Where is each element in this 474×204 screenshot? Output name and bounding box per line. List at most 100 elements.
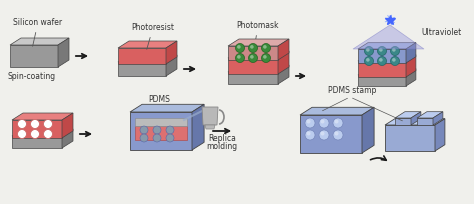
Polygon shape [62,113,73,138]
Circle shape [18,130,27,139]
Text: PDMS stamp: PDMS stamp [328,86,376,95]
Polygon shape [353,25,424,49]
Polygon shape [278,39,289,60]
Polygon shape [202,107,218,125]
Circle shape [18,120,27,129]
Circle shape [379,58,383,62]
Polygon shape [358,69,416,75]
Circle shape [248,53,257,62]
Circle shape [140,126,148,134]
Polygon shape [411,112,421,125]
Polygon shape [417,112,443,118]
Circle shape [262,53,271,62]
Text: PDMS: PDMS [148,95,170,104]
Polygon shape [10,45,58,67]
Polygon shape [228,51,289,58]
Circle shape [236,43,245,52]
Circle shape [250,55,254,59]
Circle shape [377,47,386,55]
Circle shape [44,120,53,129]
Circle shape [305,130,315,140]
Polygon shape [362,107,374,153]
Polygon shape [435,119,445,151]
Circle shape [44,130,53,139]
Polygon shape [358,49,406,63]
Polygon shape [406,69,416,86]
Circle shape [153,126,161,134]
Polygon shape [358,61,406,77]
Polygon shape [228,39,289,46]
Circle shape [307,120,310,123]
Circle shape [365,47,374,55]
Polygon shape [228,72,278,84]
Polygon shape [278,51,289,74]
Polygon shape [228,58,278,74]
Circle shape [335,120,338,123]
Circle shape [392,58,396,62]
Circle shape [305,118,315,128]
Circle shape [237,55,241,59]
Circle shape [391,47,400,55]
Text: Spin-coating: Spin-coating [8,72,56,81]
Circle shape [250,45,254,49]
Text: Photoresist: Photoresist [131,23,174,49]
Polygon shape [12,120,62,138]
Circle shape [377,57,386,65]
Polygon shape [228,65,289,72]
Polygon shape [166,55,177,76]
Circle shape [392,48,396,52]
Polygon shape [12,113,73,120]
Polygon shape [406,43,416,63]
Circle shape [262,43,271,52]
Circle shape [366,48,370,52]
Polygon shape [135,126,187,140]
Polygon shape [135,118,187,126]
Polygon shape [130,112,192,150]
Circle shape [366,58,370,62]
Polygon shape [12,136,62,148]
Polygon shape [300,115,362,153]
Circle shape [391,57,400,65]
Circle shape [307,132,310,135]
Text: Ultraviolet: Ultraviolet [421,28,461,37]
Circle shape [319,118,329,128]
Text: Silicon wafer: Silicon wafer [13,18,63,46]
Polygon shape [385,119,445,125]
Polygon shape [358,43,416,49]
Polygon shape [300,107,374,115]
Circle shape [365,57,374,65]
Polygon shape [406,55,416,77]
Polygon shape [62,129,73,148]
Text: Replica: Replica [208,134,236,143]
Polygon shape [118,62,166,76]
Polygon shape [58,38,69,67]
Circle shape [153,134,161,142]
Circle shape [237,45,241,49]
Polygon shape [433,112,443,125]
Text: molding: molding [207,142,237,151]
Circle shape [333,130,343,140]
Circle shape [248,43,257,52]
Polygon shape [395,118,411,125]
Circle shape [140,134,148,142]
Circle shape [320,132,325,135]
Polygon shape [358,55,416,61]
Polygon shape [118,48,166,64]
Polygon shape [278,65,289,84]
Circle shape [236,53,245,62]
Polygon shape [118,41,177,48]
Circle shape [333,118,343,128]
Polygon shape [192,104,204,150]
Polygon shape [358,75,406,86]
Circle shape [320,120,325,123]
Polygon shape [417,118,433,125]
Polygon shape [130,104,204,112]
Polygon shape [166,41,177,64]
Polygon shape [228,46,278,60]
Circle shape [379,48,383,52]
Text: Photomask: Photomask [237,21,279,47]
Circle shape [30,120,39,129]
Polygon shape [118,55,177,62]
Polygon shape [10,38,69,45]
Polygon shape [395,112,421,118]
